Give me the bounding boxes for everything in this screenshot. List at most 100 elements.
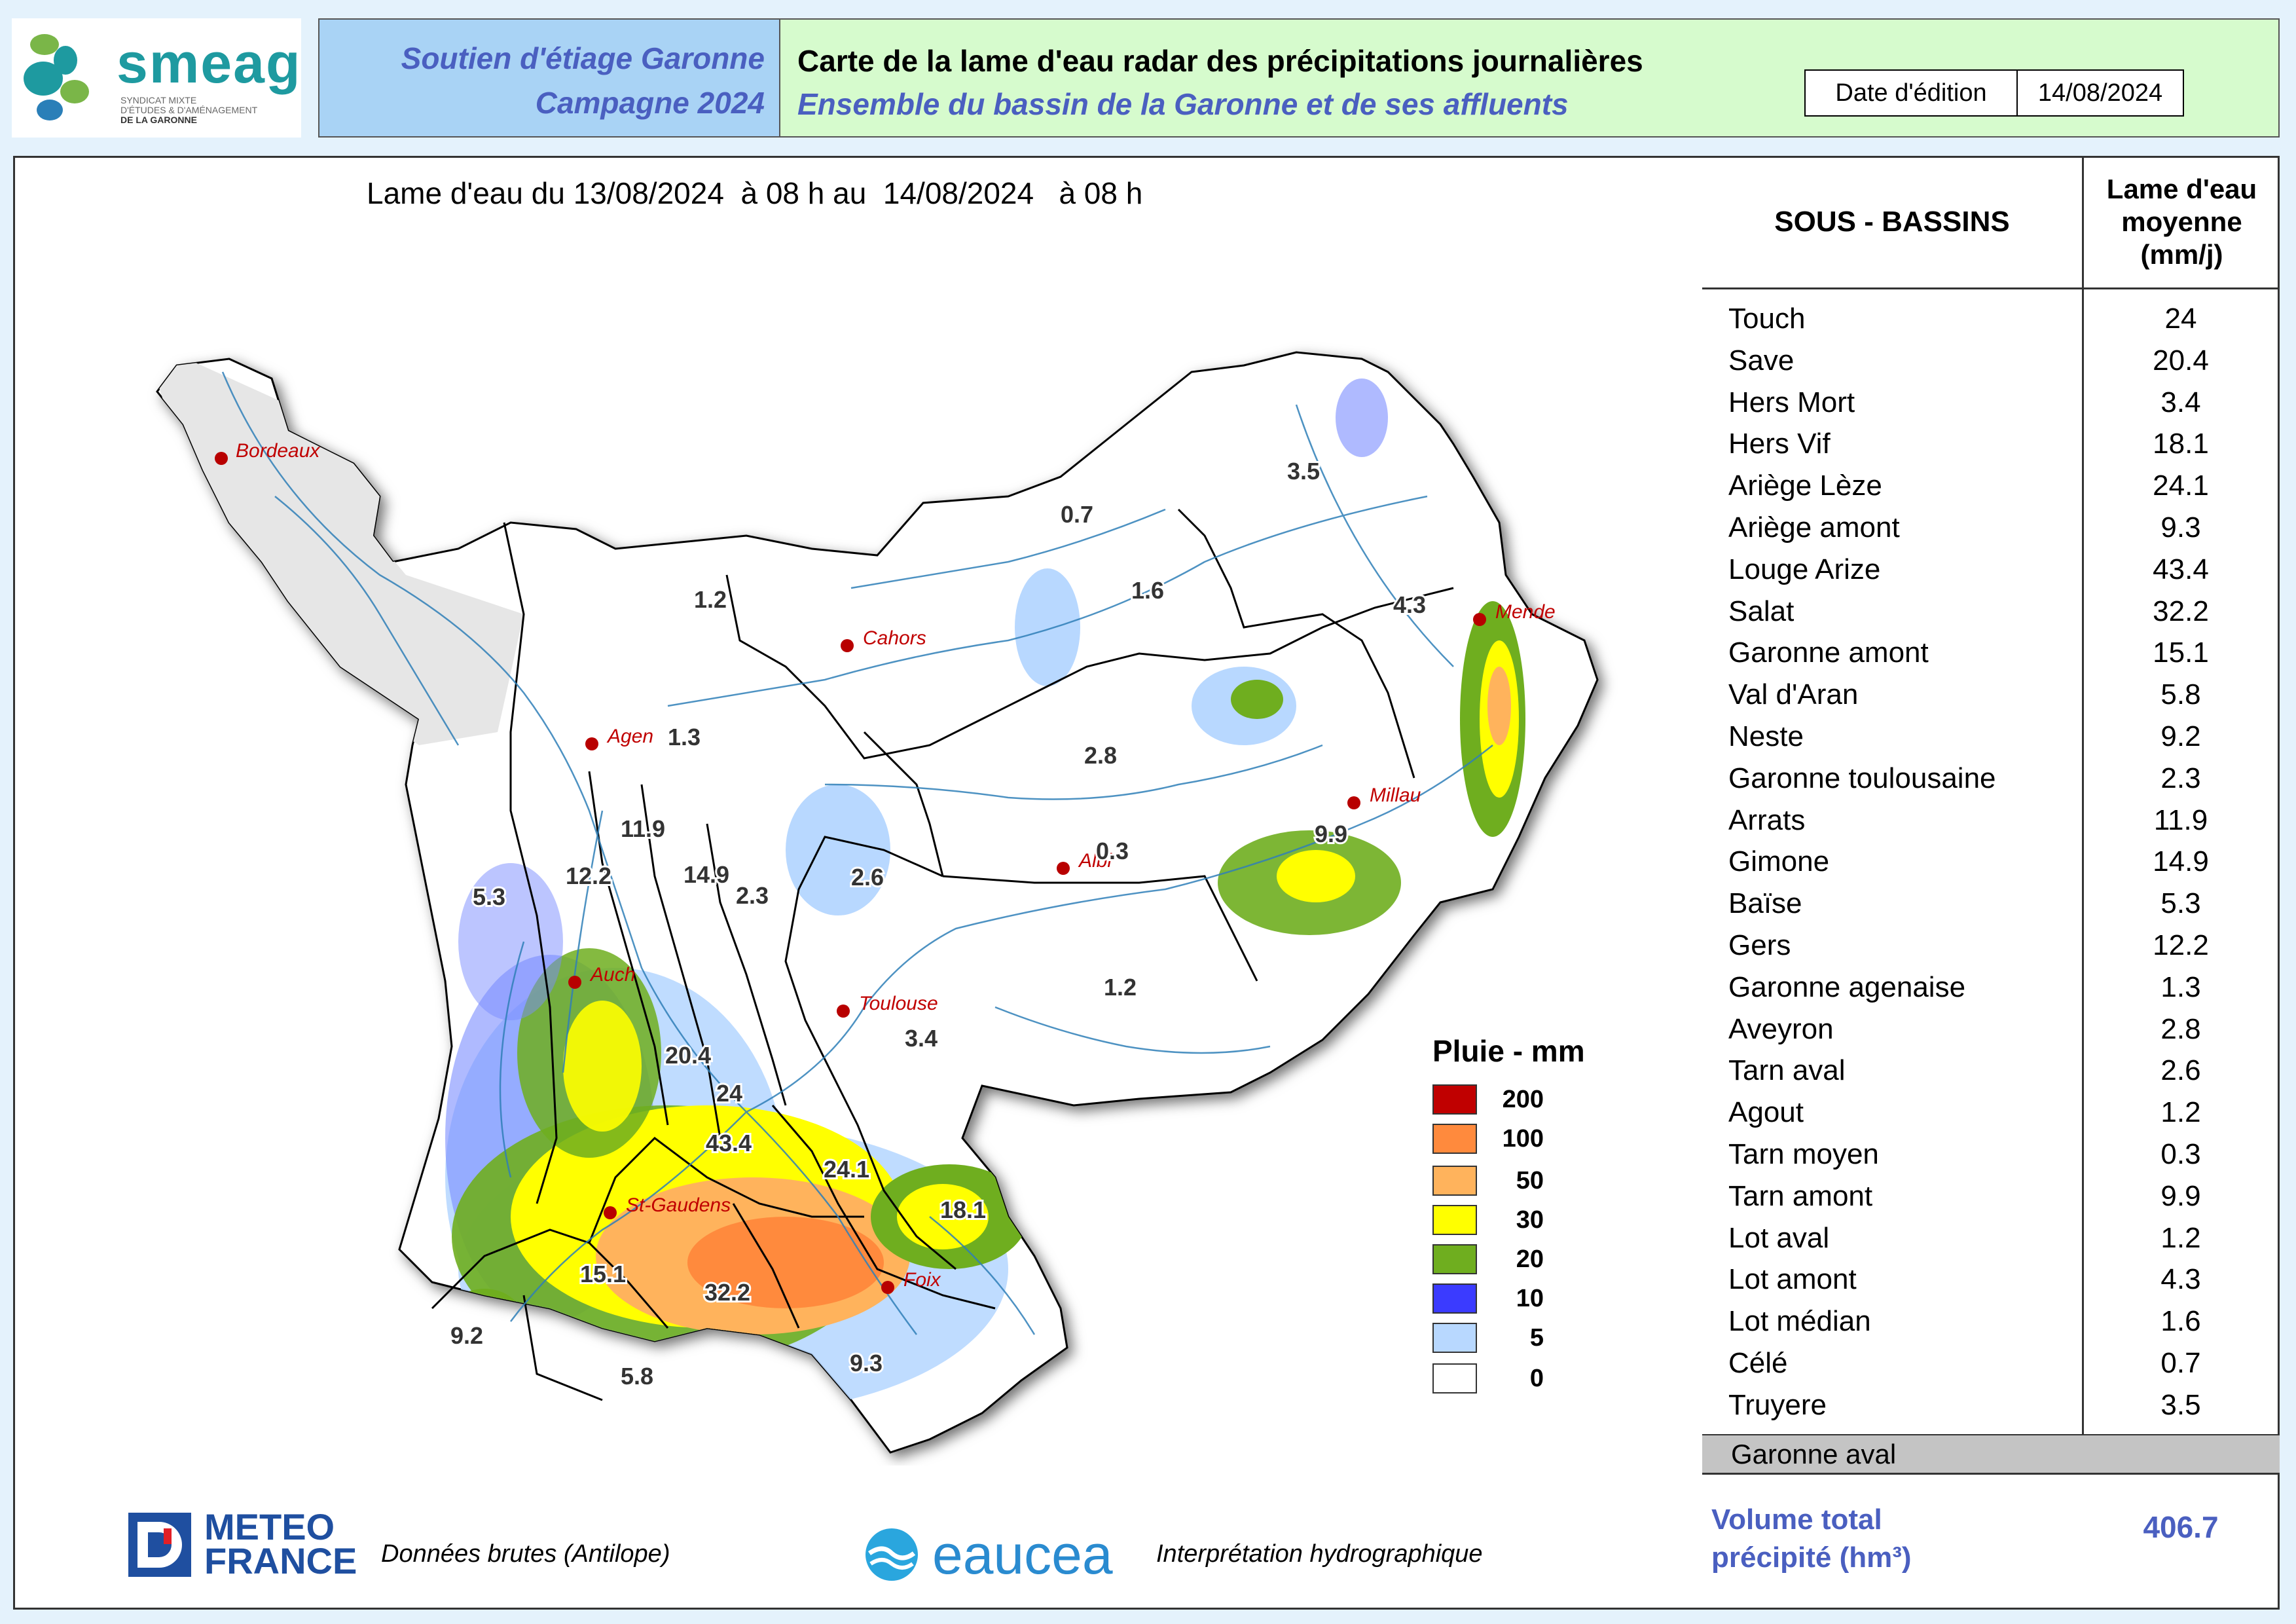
title-banner: Carte de la lame d'eau radar des précipi… — [780, 18, 2280, 138]
rainfall-map: Bordeaux Cahors Mende Agen Millau Albi A… — [156, 351, 1599, 1454]
edition-date-box: Date d'édition 14/08/2024 — [1804, 69, 2184, 117]
table-row: Hers Mort 3.4 — [1702, 382, 2280, 424]
table-row-garonne-aval: Garonne aval — [1702, 1434, 2280, 1475]
svg-text:Toulouse: Toulouse — [859, 993, 938, 1014]
table-row: Save 20.4 — [1702, 340, 2280, 382]
basin-value-gers: 12.2 — [566, 862, 611, 889]
legend-swatch — [1432, 1244, 1477, 1274]
program-line2: Campagne 2024 — [535, 86, 765, 120]
table-row: Ariège amont 9.3 — [1702, 507, 2280, 549]
date-label: Date d'édition — [1806, 71, 2018, 115]
volume-label: Volume total précipité (hm³) — [1711, 1504, 1912, 1574]
table-header-rainfall: Lame d'eau moyenne (mm/j) — [2082, 156, 2280, 289]
basin-value-garonne-amont: 15.1 — [580, 1261, 626, 1287]
basin-value-hers-mort: 3.4 — [905, 1025, 938, 1052]
subbasin-name: Garonne agenaise — [1728, 970, 1966, 1003]
basin-value-cele: 0.7 — [1061, 501, 1093, 528]
table-row: Célé 0.7 — [1702, 1342, 2280, 1384]
program-line1: Soutien d'étiage Garonne — [401, 41, 765, 75]
subbasin-rainfall: 20.4 — [2153, 344, 2209, 377]
table-row: Gimone 14.9 — [1702, 841, 2280, 883]
legend-item-10: 10 — [1432, 1283, 1563, 1316]
basin-value-salat: 32.2 — [704, 1279, 750, 1306]
basin-value-agout: 1.2 — [1104, 974, 1137, 1001]
subbasin-rainfall: 9.3 — [2160, 511, 2201, 544]
subbasin-name: Tarn amont — [1728, 1179, 1873, 1212]
meteo-france-logo-icon — [128, 1513, 191, 1577]
table-row: Lot amont 4.3 — [1702, 1259, 2280, 1301]
basin-value-louge-arize: 43.4 — [706, 1130, 752, 1156]
legend-swatch — [1432, 1283, 1477, 1314]
table-row: Neste 9.2 — [1702, 716, 2280, 758]
subbasin-name: Ariège Lèze — [1728, 470, 1882, 502]
subbasin-rainfall: 2.3 — [2160, 762, 2201, 794]
subbasin-rainfall: 1.2 — [2160, 1096, 2201, 1129]
basin-value-labels: 3.5 0.7 1.2 1.6 4.3 1.3 2.8 11.9 9.9 0.3… — [448, 456, 1428, 1392]
subbasin-name: Val d'Aran — [1728, 678, 1859, 711]
subbasin-name: Baïse — [1728, 887, 1802, 920]
basin-value-arrats: 11.9 — [621, 815, 665, 842]
city-markers: Bordeaux Cahors Mende Agen Millau Albi A… — [215, 440, 1556, 1294]
subbasin-rainfall: 12.2 — [2153, 929, 2209, 961]
subbasin-name: Save — [1728, 344, 1795, 377]
subbasin-name: Neste — [1728, 720, 1804, 752]
legend-swatch — [1432, 1124, 1477, 1154]
city-marker-albi: Albi — [1057, 850, 1112, 875]
subbasin-rainfall: 1.3 — [2160, 970, 2201, 1003]
smeag-logo-mark — [24, 34, 89, 120]
basin-value-lot-aval: 1.2 — [694, 586, 727, 613]
subbasin-rainfall: 5.8 — [2160, 678, 2201, 711]
table-row: Hers Vif 18.1 — [1702, 423, 2280, 465]
table-row: Touch 24 — [1702, 298, 2280, 340]
table-row: Val d'Aran 5.8 — [1702, 674, 2280, 716]
city-marker-auch: Auch — [568, 964, 635, 989]
legend-swatch — [1432, 1323, 1477, 1353]
svg-text:St-Gaudens: St-Gaudens — [626, 1194, 731, 1216]
subbasin-name: Tarn aval — [1728, 1054, 1846, 1087]
svg-text:Agen: Agen — [606, 726, 653, 747]
subbasin-name: Salat — [1728, 595, 1795, 627]
city-marker-st-gaudens: St-Gaudens — [604, 1194, 731, 1219]
legend-swatch — [1432, 1084, 1477, 1115]
subbasin-name: Hers Mort — [1728, 386, 1855, 418]
basin-value-truyere: 3.5 — [1287, 458, 1320, 485]
svg-text:Mende: Mende — [1495, 601, 1556, 623]
city-marker-mende: Mende — [1473, 601, 1556, 626]
basin-value-aveyron: 2.8 — [1084, 742, 1117, 769]
date-value: 14/08/2024 — [2037, 79, 2163, 107]
table-row: Arrats 11.9 — [1702, 800, 2280, 841]
subbasin-rainfall: 0.7 — [2160, 1347, 2201, 1379]
rivers — [221, 371, 1493, 1335]
subbasin-name: Garonne amont — [1728, 637, 1929, 669]
eaucea-wordmark: eaucea — [932, 1524, 1113, 1585]
subbasin-name: Ariège amont — [1728, 511, 1900, 544]
subbasin-rainfall: 43.4 — [2153, 553, 2209, 585]
program-banner: Soutien d'étiage Garonne Campagne 2024 — [318, 18, 780, 138]
basin-value-hers-vif: 18.1 — [940, 1196, 986, 1223]
subbasin-rainfall: 0.3 — [2160, 1138, 2201, 1170]
table-row: Agout 1.2 — [1702, 1092, 2280, 1134]
subbasin-rainfall: 9.2 — [2160, 720, 2201, 752]
page-title: Carte de la lame d'eau radar des précipi… — [797, 44, 1643, 78]
volume-value: 406.7 — [2143, 1510, 2219, 1544]
meteo-caption: Données brutes (Antilope) — [381, 1540, 670, 1568]
subbasin-boundaries — [431, 508, 1454, 1401]
basin-value-val-daran: 5.8 — [621, 1363, 653, 1390]
city-marker-bordeaux: Bordeaux — [215, 440, 320, 465]
basin-value-neste: 9.2 — [450, 1322, 483, 1349]
legend-item-20: 20 — [1432, 1244, 1563, 1277]
legend-item-5: 5 — [1432, 1323, 1563, 1356]
subbasin-name: Arrats — [1728, 803, 1806, 836]
subbasin-name: Garonne toulousaine — [1728, 762, 1996, 794]
smeag-logo: smeag SYNDICAT MIXTE D'ÉTUDES & D'AMÉNAG… — [12, 18, 301, 138]
subbasin-name: Truyere — [1728, 1388, 1827, 1421]
basin-value-garonne-agenaise: 1.3 — [668, 724, 701, 750]
basin-value-ariege-leze: 24.1 — [824, 1156, 869, 1183]
subbasin-rainfall: 11.9 — [2153, 803, 2208, 836]
subbasin-name: Gers — [1728, 929, 1791, 961]
basin-value-tarn-moyen: 0.3 — [1096, 838, 1129, 864]
subbasin-rainfall: 18.1 — [2153, 428, 2209, 460]
basin-value-save: 20.4 — [665, 1042, 711, 1069]
basin-value-gimone: 14.9 — [683, 861, 729, 888]
svg-text:Cahors: Cahors — [863, 627, 926, 649]
